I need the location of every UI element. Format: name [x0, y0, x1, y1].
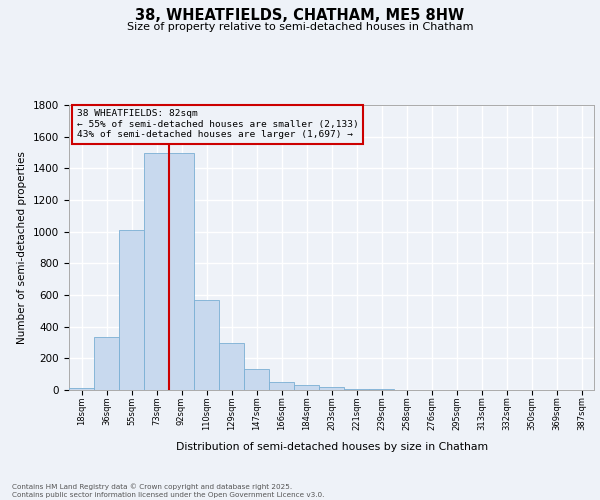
Bar — [94, 337, 119, 390]
Text: Distribution of semi-detached houses by size in Chatham: Distribution of semi-detached houses by … — [176, 442, 488, 452]
Bar — [119, 230, 144, 390]
Bar — [294, 385, 319, 390]
Text: 38 WHEATFIELDS: 82sqm
← 55% of semi-detached houses are smaller (2,133)
43% of s: 38 WHEATFIELDS: 82sqm ← 55% of semi-deta… — [77, 110, 359, 139]
Bar — [319, 387, 344, 390]
Text: Contains HM Land Registry data © Crown copyright and database right 2025.
Contai: Contains HM Land Registry data © Crown c… — [12, 484, 325, 498]
Text: Size of property relative to semi-detached houses in Chatham: Size of property relative to semi-detach… — [127, 22, 473, 32]
Text: 38, WHEATFIELDS, CHATHAM, ME5 8HW: 38, WHEATFIELDS, CHATHAM, ME5 8HW — [136, 8, 464, 22]
Bar — [194, 300, 219, 390]
Bar — [144, 152, 169, 390]
Bar — [169, 152, 194, 390]
Bar — [269, 382, 294, 390]
Bar — [219, 342, 244, 390]
Bar — [244, 370, 269, 390]
Bar — [344, 388, 369, 390]
Bar — [69, 388, 94, 390]
Y-axis label: Number of semi-detached properties: Number of semi-detached properties — [17, 151, 28, 344]
